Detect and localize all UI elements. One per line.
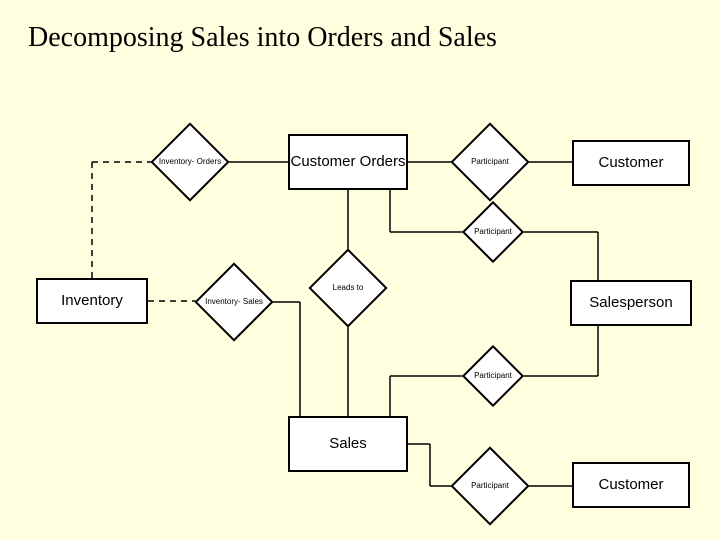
node-label: Customer Orders <box>290 154 405 171</box>
diamond-shape <box>450 122 529 201</box>
node-label: Inventory <box>61 293 123 310</box>
node-label: Customer <box>598 477 663 494</box>
node-customer-orders: Customer Orders <box>288 134 408 190</box>
diamond-shape <box>462 345 524 407</box>
node-salesperson: Salesperson <box>570 280 692 326</box>
node-customer-bottom: Customer <box>572 462 690 508</box>
diamond-shape <box>450 446 529 525</box>
node-inventory: Inventory <box>36 278 148 324</box>
node-participant-top: Participant <box>462 134 518 190</box>
node-participant-bottom: Participant <box>462 458 518 514</box>
diamond-shape <box>194 262 273 341</box>
diamond-shape <box>462 201 524 263</box>
node-inventory-sales: Inventory- Sales <box>206 274 262 330</box>
node-participant-mid-upper: Participant <box>471 210 515 254</box>
node-inventory-orders: Inventory- Orders <box>162 134 218 190</box>
node-participant-mid-lower: Participant <box>471 354 515 398</box>
node-customer-top: Customer <box>572 140 690 186</box>
node-label: Salesperson <box>589 295 672 312</box>
node-leads-to: Leads to <box>320 260 376 316</box>
node-sales: Sales <box>288 416 408 472</box>
node-label: Customer <box>598 155 663 172</box>
diamond-shape <box>308 248 387 327</box>
node-label: Sales <box>329 436 367 453</box>
diamond-shape <box>150 122 229 201</box>
page-title: Decomposing Sales into Orders and Sales <box>28 22 497 54</box>
